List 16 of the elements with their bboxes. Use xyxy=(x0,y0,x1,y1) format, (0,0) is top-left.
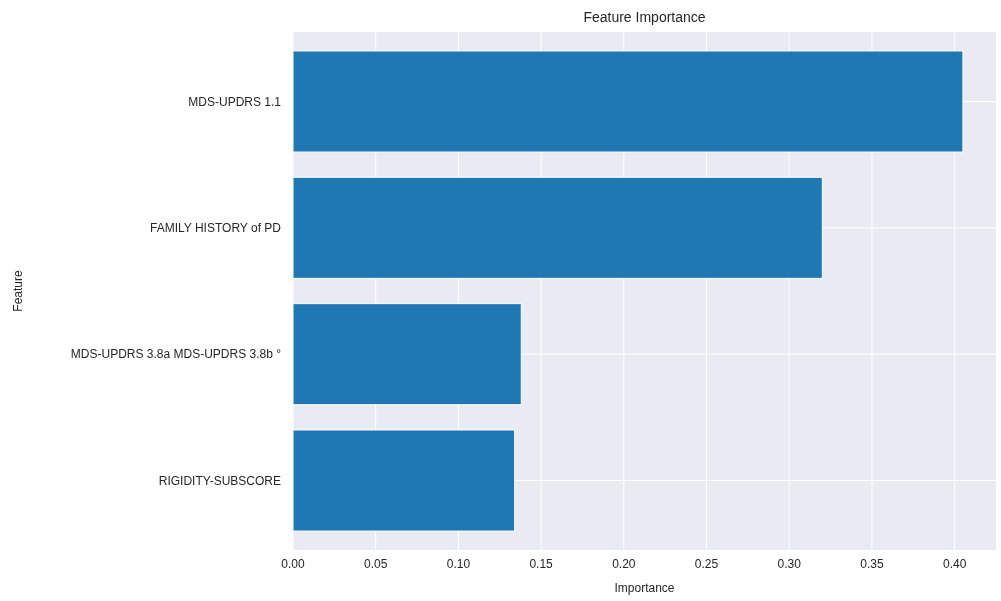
x-tick-label: 0.30 xyxy=(777,557,802,571)
x-tick-label: 0.15 xyxy=(529,557,554,571)
x-tick-label: 0.10 xyxy=(446,557,471,571)
y-tick-label: FAMILY HISTORY of PD xyxy=(150,221,282,236)
chart-title: Feature Importance xyxy=(583,9,706,25)
x-tick-label: 0.00 xyxy=(281,557,305,571)
x-tick-label: 0.20 xyxy=(612,557,636,571)
x-tick-label: 0.05 xyxy=(364,557,388,571)
y-tick-label: MDS-UPDRS 3.8a MDS-UPDRS 3.8b ° xyxy=(70,347,282,362)
y-tick-label: MDS-UPDRS 1.1 xyxy=(188,94,282,109)
x-axis-title: Importance xyxy=(614,581,675,595)
y-axis-title: Feature xyxy=(11,270,25,312)
y-tick-label: RIGIDITY-SUBSCORE xyxy=(158,473,281,488)
x-tick-label: 0.25 xyxy=(694,557,719,571)
x-tick-label: 0.40 xyxy=(942,557,967,571)
x-tick-label: 0.35 xyxy=(860,557,884,571)
